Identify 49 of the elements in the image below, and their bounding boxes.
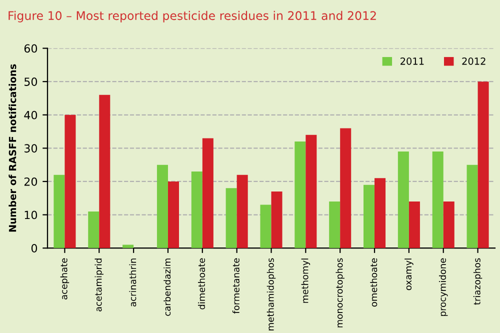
bar — [478, 82, 489, 248]
bar — [64, 114, 76, 248]
y-tick-label: 40 — [24, 110, 38, 120]
bar — [466, 164, 478, 248]
bar — [236, 174, 248, 248]
bar — [88, 211, 100, 248]
bar — [408, 201, 420, 248]
x-tick-label: methamidophos — [266, 258, 276, 330]
x-tick-label: dimethoate — [198, 258, 206, 310]
x-tick-label: methomyl — [301, 258, 310, 303]
x-tick-label: acephate — [60, 258, 70, 300]
bar — [226, 188, 237, 248]
bar — [271, 191, 282, 248]
bar — [398, 152, 409, 248]
y-tick-label: 10 — [24, 210, 38, 220]
bar — [156, 164, 168, 248]
bar — [364, 184, 375, 248]
legend-label: 2011 — [400, 58, 424, 65]
x-tick-label: procymidone — [438, 258, 448, 316]
x-tick-label: oxamyl — [404, 258, 414, 290]
y-tick-label: 30 — [24, 144, 38, 153]
x-tick-label: acetamiprid — [94, 258, 104, 312]
bar — [122, 244, 134, 248]
y-tick-label: 0 — [31, 244, 38, 252]
y-tick-label: 50 — [24, 78, 38, 86]
bar — [99, 94, 110, 248]
bar — [294, 142, 306, 248]
bar — [168, 181, 179, 248]
y-axis-title: Number of RASFF notifications — [8, 64, 16, 232]
x-tick-label: formetanate — [232, 258, 240, 314]
y-tick-label: 20 — [24, 177, 38, 186]
bar — [340, 128, 352, 248]
y-tick-label: 60 — [24, 44, 38, 53]
bar — [191, 171, 202, 248]
x-tick-label: omethoate — [370, 258, 378, 307]
bar — [329, 201, 340, 248]
bar — [260, 204, 272, 248]
bar — [306, 134, 317, 248]
legend-label: 2012 — [462, 58, 486, 65]
bar — [443, 201, 454, 248]
bar — [432, 152, 444, 248]
bar — [202, 138, 214, 248]
x-tick-label: carbendazim — [164, 258, 171, 316]
chart-title: Figure 10 – Most reported pesticide residues in 2011 and 2012 — [8, 10, 376, 22]
bar — [54, 174, 65, 248]
x-tick-label: triazophos — [473, 258, 482, 305]
x-tick-label: monocrotophos — [336, 258, 344, 328]
bar — [374, 178, 386, 248]
x-tick-label: acrinathrin — [129, 258, 136, 306]
